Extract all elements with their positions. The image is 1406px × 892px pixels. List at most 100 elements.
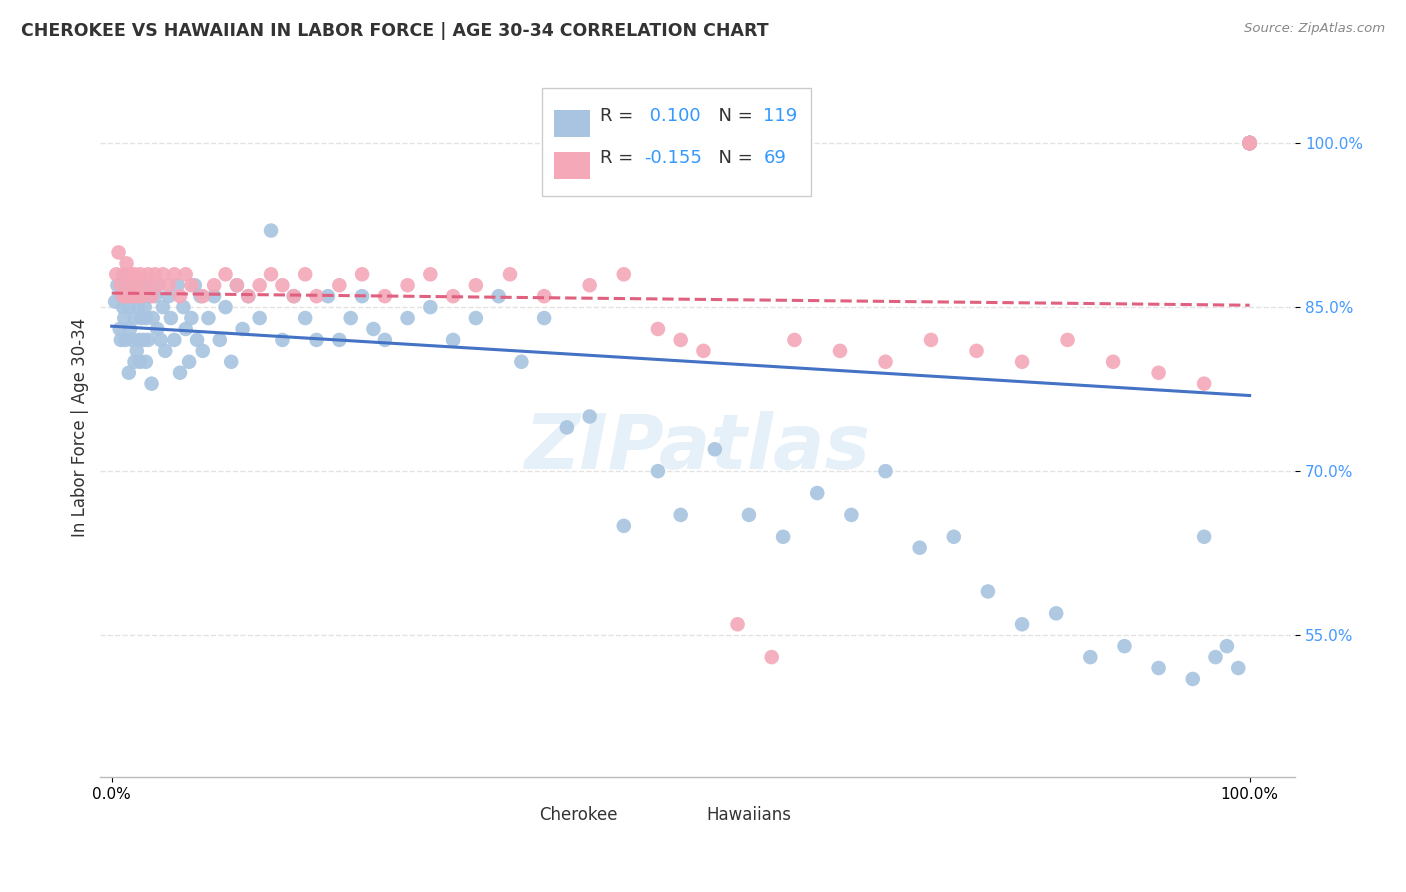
Point bbox=[363, 322, 385, 336]
Point bbox=[249, 278, 271, 293]
Point bbox=[136, 268, 159, 282]
Point bbox=[1227, 661, 1250, 675]
Point bbox=[208, 333, 231, 347]
Point bbox=[136, 333, 159, 347]
Text: R =: R = bbox=[600, 107, 638, 125]
Point bbox=[1192, 530, 1215, 544]
Point bbox=[260, 268, 283, 282]
Point bbox=[669, 508, 692, 522]
Point bbox=[124, 311, 146, 326]
Point bbox=[135, 311, 157, 326]
Point bbox=[841, 508, 863, 522]
Point bbox=[1147, 661, 1170, 675]
Text: N =: N = bbox=[707, 107, 759, 125]
Point bbox=[148, 278, 170, 293]
Point bbox=[1239, 136, 1261, 150]
Point bbox=[118, 289, 141, 303]
Point bbox=[1239, 136, 1261, 150]
Point bbox=[184, 278, 207, 293]
Point bbox=[122, 289, 145, 303]
Point bbox=[613, 268, 636, 282]
Point bbox=[190, 289, 212, 303]
Point bbox=[1114, 639, 1136, 653]
Point bbox=[108, 322, 131, 336]
Point bbox=[396, 311, 419, 326]
Point bbox=[125, 289, 148, 303]
Point bbox=[1239, 136, 1261, 150]
Point bbox=[908, 541, 931, 555]
Point bbox=[806, 486, 828, 500]
Point bbox=[783, 333, 806, 347]
Text: CHEROKEE VS HAWAIIAN IN LABOR FORCE | AGE 30-34 CORRELATION CHART: CHEROKEE VS HAWAIIAN IN LABOR FORCE | AG… bbox=[21, 22, 769, 40]
Point bbox=[1147, 366, 1170, 380]
Point bbox=[942, 530, 965, 544]
Point bbox=[305, 333, 328, 347]
Point bbox=[163, 333, 186, 347]
Point bbox=[120, 278, 142, 293]
Text: 119: 119 bbox=[763, 107, 797, 125]
Point bbox=[1102, 355, 1125, 369]
Point bbox=[141, 289, 163, 303]
Point bbox=[339, 311, 361, 326]
Point bbox=[172, 300, 194, 314]
Point bbox=[191, 289, 214, 303]
Point bbox=[110, 333, 132, 347]
Point bbox=[169, 366, 191, 380]
Point bbox=[157, 289, 180, 303]
Point bbox=[328, 333, 350, 347]
Point bbox=[141, 376, 163, 391]
Point bbox=[112, 300, 135, 314]
Point bbox=[124, 278, 146, 293]
Point bbox=[118, 322, 141, 336]
Point bbox=[1239, 136, 1261, 150]
Point bbox=[149, 333, 172, 347]
Point bbox=[107, 278, 129, 293]
Point bbox=[260, 223, 283, 237]
Point bbox=[1011, 355, 1033, 369]
Point bbox=[104, 294, 127, 309]
Point bbox=[1011, 617, 1033, 632]
Point bbox=[214, 300, 236, 314]
Point bbox=[134, 300, 156, 314]
Point bbox=[118, 268, 141, 282]
Point bbox=[163, 268, 186, 282]
Point bbox=[419, 300, 441, 314]
Point bbox=[464, 311, 486, 326]
Point bbox=[875, 464, 897, 478]
Point bbox=[692, 343, 714, 358]
Point bbox=[146, 278, 169, 293]
Point bbox=[249, 311, 271, 326]
Point bbox=[152, 300, 174, 314]
Point bbox=[128, 333, 150, 347]
Point bbox=[180, 278, 202, 293]
Point bbox=[283, 289, 305, 303]
Text: Hawaiians: Hawaiians bbox=[706, 806, 792, 824]
Point bbox=[157, 278, 180, 293]
Point bbox=[143, 289, 166, 303]
Point bbox=[174, 322, 197, 336]
Point bbox=[352, 289, 374, 303]
Point bbox=[155, 343, 177, 358]
Point bbox=[441, 333, 464, 347]
Point bbox=[112, 268, 135, 282]
Point bbox=[374, 289, 396, 303]
Point bbox=[669, 333, 692, 347]
Point bbox=[180, 311, 202, 326]
Point bbox=[122, 289, 145, 303]
Point bbox=[1181, 672, 1204, 686]
Point bbox=[419, 268, 441, 282]
Point bbox=[179, 355, 201, 369]
Point bbox=[1239, 136, 1261, 150]
Point bbox=[131, 289, 153, 303]
Point bbox=[214, 268, 236, 282]
Point bbox=[131, 311, 153, 326]
Point bbox=[647, 322, 669, 336]
Point bbox=[966, 343, 988, 358]
Point bbox=[202, 289, 225, 303]
Text: 0.100: 0.100 bbox=[644, 107, 700, 125]
Point bbox=[238, 289, 260, 303]
Point bbox=[225, 278, 247, 293]
Point bbox=[169, 289, 191, 303]
Point bbox=[127, 300, 149, 314]
Text: 69: 69 bbox=[763, 149, 786, 167]
